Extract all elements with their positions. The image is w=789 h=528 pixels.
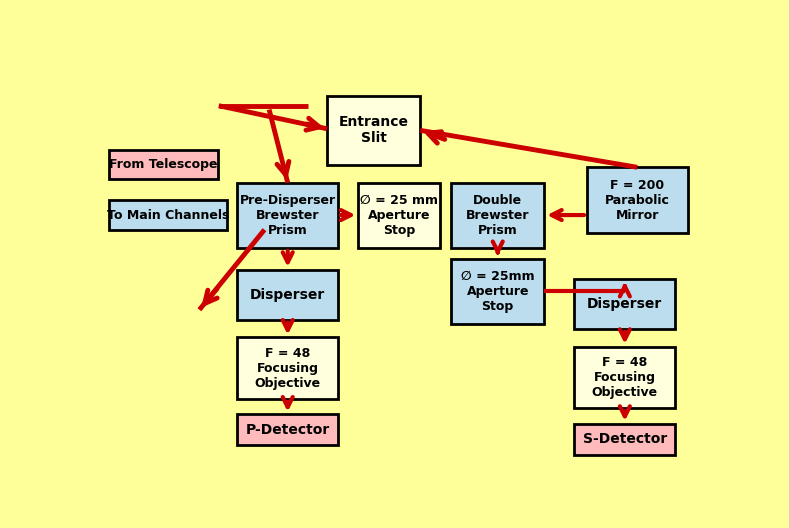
Bar [110, 201, 227, 230]
Text: F = 48
Focusing
Objective: F = 48 Focusing Objective [255, 347, 321, 390]
Text: S-Detector: S-Detector [583, 432, 667, 446]
Text: F = 200
Parabolic
Mirror: F = 200 Parabolic Mirror [605, 178, 670, 222]
Bar [574, 279, 675, 329]
Bar [574, 423, 675, 455]
Text: Disperser: Disperser [250, 288, 325, 301]
Bar [451, 259, 544, 324]
Text: To Main Channels: To Main Channels [107, 209, 230, 222]
Bar [237, 337, 338, 399]
Bar [237, 183, 338, 248]
Bar [574, 347, 675, 408]
Text: F = 48
Focusing
Objective: F = 48 Focusing Objective [592, 356, 658, 399]
Text: ∅ = 25mm
Aperture
Stop: ∅ = 25mm Aperture Stop [461, 270, 535, 313]
Text: ∅ = 25 mm
Aperture
Stop: ∅ = 25 mm Aperture Stop [360, 194, 438, 237]
Bar [358, 183, 439, 248]
Bar [237, 414, 338, 445]
Text: P-Detector: P-Detector [245, 423, 330, 437]
Bar [110, 149, 218, 179]
Text: From Telescope: From Telescope [110, 158, 218, 171]
Bar [327, 96, 421, 165]
Text: Double
Brewster
Prism: Double Brewster Prism [466, 194, 529, 237]
Bar [451, 183, 544, 248]
Text: Entrance
Slit: Entrance Slit [338, 115, 409, 145]
Text: Disperser: Disperser [587, 297, 663, 311]
Text: Pre-Disperser
Brewster
Prism: Pre-Disperser Brewster Prism [240, 194, 336, 237]
Bar [237, 270, 338, 320]
Bar [587, 167, 688, 233]
